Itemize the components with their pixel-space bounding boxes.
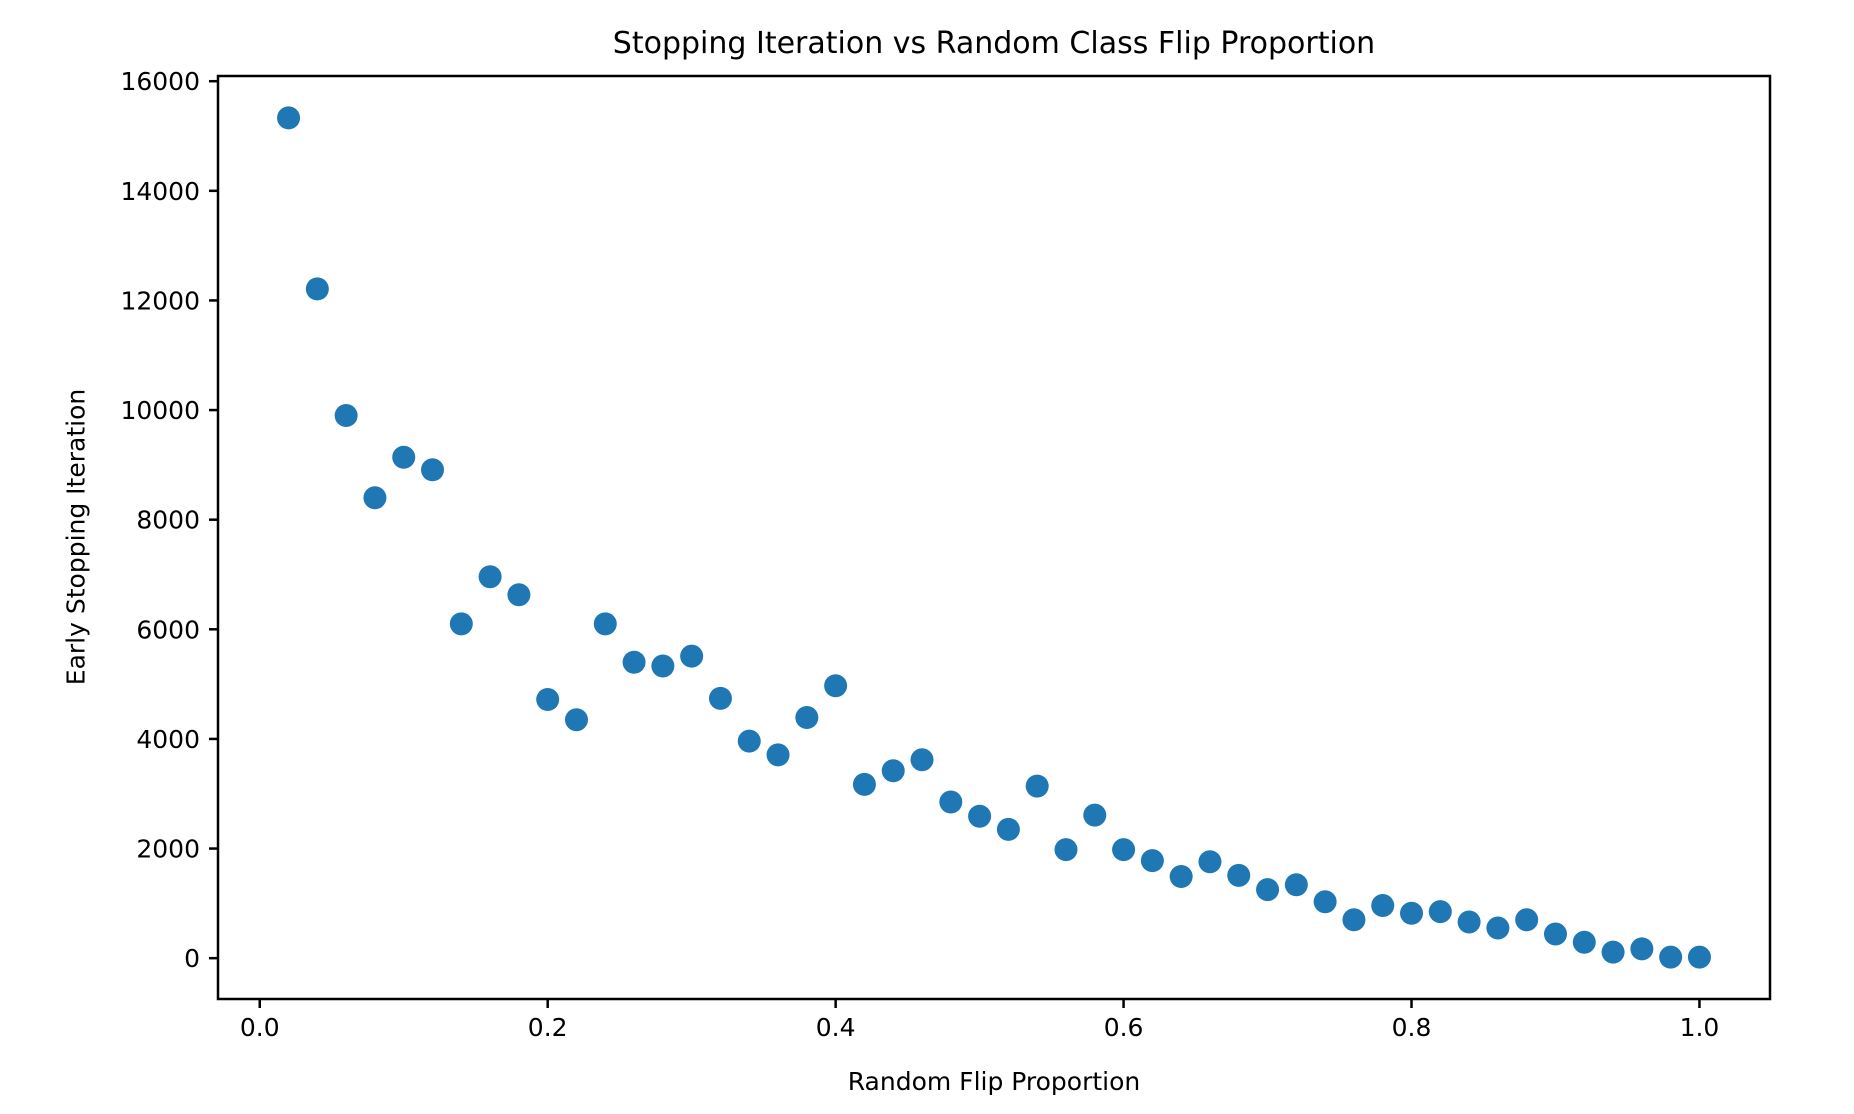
data-point <box>1342 908 1366 932</box>
data-point <box>1227 863 1251 887</box>
y-tick-label: 2000 <box>136 835 200 864</box>
data-point <box>795 706 819 730</box>
data-point <box>1313 890 1337 914</box>
data-point <box>622 650 646 674</box>
data-point <box>564 708 588 732</box>
data-point <box>305 277 329 301</box>
y-tick-label: 6000 <box>136 615 200 644</box>
y-axis-label: Early Stopping Iteration <box>61 388 91 686</box>
data-point <box>1630 937 1654 961</box>
data-point <box>766 743 790 767</box>
data-point <box>478 565 502 589</box>
data-point <box>1371 894 1395 918</box>
data-point <box>910 748 934 772</box>
data-point <box>824 674 848 698</box>
data-point <box>536 687 560 711</box>
x-tick-label: 0.8 <box>1392 1013 1432 1042</box>
data-point <box>1198 850 1222 874</box>
x-tick-label: 0.6 <box>1104 1013 1144 1042</box>
data-point <box>1457 910 1481 934</box>
data-point <box>1543 922 1567 946</box>
data-point <box>708 686 732 710</box>
data-point <box>881 759 905 783</box>
plot-area-border <box>216 74 1772 1001</box>
data-point <box>1486 916 1510 940</box>
data-point <box>1256 878 1280 902</box>
data-point <box>593 612 617 636</box>
data-point <box>1601 940 1625 964</box>
y-tick-label: 12000 <box>120 286 200 315</box>
y-tick-label: 8000 <box>136 506 200 535</box>
data-point <box>1659 945 1683 969</box>
data-point <box>1112 838 1136 862</box>
chart-title: Stopping Iteration vs Random Class Flip … <box>612 26 1376 61</box>
x-tick-label: 0.2 <box>528 1013 568 1042</box>
y-tick-label: 16000 <box>120 67 200 96</box>
x-tick-label: 1.0 <box>1680 1013 1720 1042</box>
y-tick-label: 14000 <box>120 177 200 206</box>
data-point <box>1169 864 1193 888</box>
y-tick-label: 10000 <box>120 396 200 425</box>
y-tick-label: 0 <box>184 944 200 973</box>
data-point <box>1515 908 1539 932</box>
data-point <box>680 644 704 668</box>
data-point <box>1400 901 1424 925</box>
data-point <box>363 486 387 510</box>
data-point <box>449 612 473 636</box>
data-point <box>1428 900 1452 924</box>
data-point <box>1687 945 1711 969</box>
data-point <box>334 404 358 428</box>
x-tick-label: 0.0 <box>240 1013 280 1042</box>
data-point <box>852 772 876 796</box>
data-point <box>1140 849 1164 873</box>
y-tick-label: 4000 <box>136 725 200 754</box>
data-point <box>277 106 301 130</box>
data-point <box>507 583 531 607</box>
x-axis-label: Random Flip Proportion <box>847 1067 1141 1096</box>
data-point <box>939 790 963 814</box>
data-point <box>651 654 675 678</box>
x-tick-label: 0.4 <box>816 1013 856 1042</box>
data-point <box>1083 803 1107 827</box>
data-point <box>968 804 992 828</box>
data-point <box>1572 930 1596 954</box>
data-point <box>996 817 1020 841</box>
data-point <box>737 729 761 753</box>
data-point <box>1054 838 1078 862</box>
data-point <box>392 445 416 469</box>
data-point <box>1025 774 1049 798</box>
data-point <box>1284 873 1308 897</box>
data-point <box>421 458 445 482</box>
